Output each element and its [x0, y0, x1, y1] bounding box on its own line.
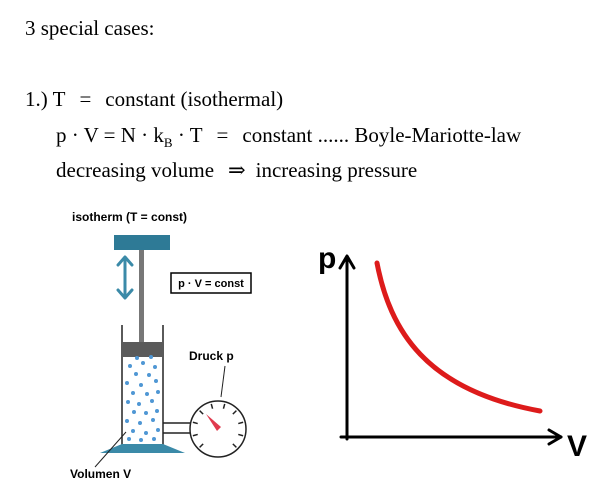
gas-particle — [155, 409, 159, 413]
gauge-tick — [232, 443, 237, 448]
gauge-label: Druck p — [189, 349, 234, 363]
gauge-tick — [222, 403, 226, 409]
pressure-gauge-icon — [189, 400, 247, 458]
gas-particle — [135, 356, 139, 360]
gas-particle — [139, 383, 143, 387]
gas-particles — [125, 355, 160, 442]
gauge-tick — [232, 410, 237, 415]
case1-equation: p · V = N · kB · T = constant ...... Boyle… — [56, 123, 522, 150]
gas-particle — [150, 399, 154, 403]
gas-particle — [154, 379, 158, 383]
gas-particle — [144, 411, 148, 415]
gas-particle — [153, 365, 157, 369]
gas-particle — [126, 400, 130, 404]
gas-particle — [139, 438, 143, 442]
gauge-needle — [206, 414, 221, 431]
gas-particle — [127, 437, 131, 441]
gauge-tick — [192, 433, 198, 437]
gas-particle — [125, 381, 129, 385]
cylinder-base — [100, 444, 185, 453]
gauge-tick — [210, 403, 214, 409]
gas-particle — [137, 402, 141, 406]
gas-particle — [125, 419, 129, 423]
gas-particle — [152, 437, 156, 441]
case1-number: 1.) — [25, 87, 48, 111]
equation-mid: · T — [172, 123, 203, 147]
gauge-tick — [238, 421, 244, 425]
gauge-tick — [199, 443, 204, 448]
equation-rhs: constant ...... Boyle-Mariotte-law — [242, 123, 522, 147]
case1-title-text: constant (isothermal) — [105, 87, 284, 111]
gauge-tick — [192, 421, 198, 425]
implication-right: increasing pressure — [255, 158, 418, 182]
gas-particle — [147, 373, 151, 377]
heading: 3 special cases: — [25, 16, 155, 40]
gas-particle — [156, 428, 160, 432]
gas-particle — [144, 431, 148, 435]
equation-lhs: p · V = N · k — [56, 123, 164, 147]
gauge-label-leader — [220, 365, 226, 398]
gas-particle — [149, 355, 153, 359]
gas-particle — [138, 421, 142, 425]
gauge-tick — [199, 410, 204, 415]
gas-particle — [131, 391, 135, 395]
equation-equals: = — [216, 123, 229, 147]
pv-const-box — [170, 272, 252, 294]
gas-particle — [128, 364, 132, 368]
pv-const-label: p · V = const — [178, 278, 244, 290]
isotherm-title: isotherm (T = const) — [72, 210, 187, 224]
case1-title: 1.) T = constant (isothermal) — [25, 87, 283, 112]
gauge-tick — [238, 433, 244, 437]
case1-title-eq: = — [79, 87, 92, 111]
weight-plate — [114, 235, 170, 250]
gas-particle — [134, 372, 138, 376]
volume-label: Volumen V — [70, 467, 131, 481]
case1-title-var: T — [52, 87, 66, 111]
gas-particle — [131, 429, 135, 433]
case1-implication: decreasing volume ⇒ increasing pressure — [56, 158, 417, 183]
equation-subscript: B — [163, 135, 173, 150]
gas-particle — [145, 392, 149, 396]
gas-particle — [156, 390, 160, 394]
implication-left: decreasing volume — [56, 158, 215, 182]
gas-particle — [151, 418, 155, 422]
gas-particle — [132, 410, 136, 414]
implication-arrow: ⇒ — [228, 158, 246, 182]
double-arrow-icon — [116, 255, 134, 300]
gas-particle — [141, 361, 145, 365]
piston-rod — [139, 250, 144, 343]
volume-label-leader — [94, 431, 127, 468]
piston-head — [122, 342, 163, 357]
